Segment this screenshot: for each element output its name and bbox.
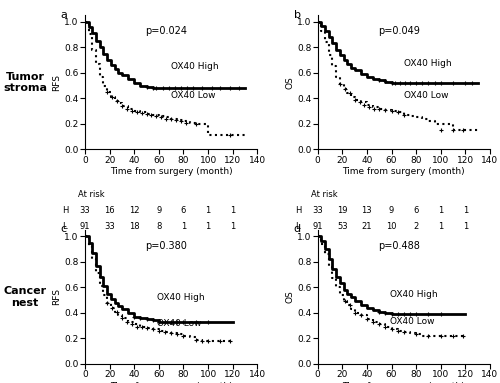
X-axis label: Time from surgery (month): Time from surgery (month)	[110, 382, 232, 383]
Text: 6: 6	[414, 206, 419, 214]
Text: p=0.024: p=0.024	[146, 26, 188, 36]
Text: 53: 53	[337, 222, 347, 231]
Text: OX40 High: OX40 High	[171, 62, 219, 71]
Text: OX40 Low: OX40 Low	[171, 92, 216, 100]
Text: 91: 91	[80, 222, 90, 231]
Text: 1: 1	[463, 222, 468, 231]
Text: 33: 33	[80, 206, 90, 214]
Y-axis label: OS: OS	[286, 290, 294, 303]
Text: p=0.380: p=0.380	[146, 241, 187, 250]
Text: Tumor
stroma: Tumor stroma	[3, 72, 47, 93]
Text: c: c	[61, 224, 67, 234]
Text: 9: 9	[156, 206, 162, 214]
X-axis label: Time from surgery (month): Time from surgery (month)	[110, 167, 232, 177]
Text: d: d	[294, 224, 300, 234]
Text: 1: 1	[230, 222, 235, 231]
X-axis label: Time from surgery (month): Time from surgery (month)	[342, 382, 465, 383]
Text: L: L	[62, 222, 67, 231]
Text: Cancer
nest: Cancer nest	[4, 286, 46, 308]
Text: 9: 9	[389, 206, 394, 214]
Text: 1: 1	[463, 206, 468, 214]
Text: 2: 2	[414, 222, 419, 231]
Text: 1: 1	[438, 206, 444, 214]
Text: L: L	[296, 222, 300, 231]
Text: 33: 33	[312, 206, 323, 214]
Text: 19: 19	[337, 206, 347, 214]
Text: 16: 16	[104, 206, 115, 214]
Y-axis label: OS: OS	[286, 76, 294, 89]
Text: 91: 91	[312, 222, 323, 231]
Text: OX40 High: OX40 High	[390, 290, 438, 299]
Text: 1: 1	[206, 206, 210, 214]
Text: OX40 Low: OX40 Low	[404, 92, 448, 100]
Text: 13: 13	[362, 206, 372, 214]
Text: 1: 1	[438, 222, 444, 231]
Y-axis label: RFS: RFS	[52, 288, 62, 305]
Text: 18: 18	[129, 222, 140, 231]
Text: OX40 High: OX40 High	[158, 293, 205, 301]
X-axis label: Time from surgery (month): Time from surgery (month)	[342, 167, 465, 177]
Y-axis label: RFS: RFS	[52, 74, 62, 91]
Text: p=0.488: p=0.488	[378, 241, 420, 250]
Text: At risk: At risk	[78, 190, 104, 198]
Text: b: b	[294, 10, 300, 20]
Text: OX40 Low: OX40 Low	[390, 317, 434, 326]
Text: 1: 1	[230, 206, 235, 214]
Text: OX40 High: OX40 High	[404, 59, 452, 68]
Text: a: a	[61, 10, 68, 20]
Text: 8: 8	[156, 222, 162, 231]
Text: At risk: At risk	[311, 190, 338, 198]
Text: 12: 12	[129, 206, 140, 214]
Text: p=0.049: p=0.049	[378, 26, 420, 36]
Text: 6: 6	[181, 206, 186, 214]
Text: OX40 Low: OX40 Low	[158, 319, 202, 328]
Text: 10: 10	[386, 222, 397, 231]
Text: 21: 21	[362, 222, 372, 231]
Text: 33: 33	[104, 222, 115, 231]
Text: H: H	[62, 206, 69, 214]
Text: H: H	[296, 206, 302, 214]
Text: 1: 1	[206, 222, 210, 231]
Text: 1: 1	[181, 222, 186, 231]
